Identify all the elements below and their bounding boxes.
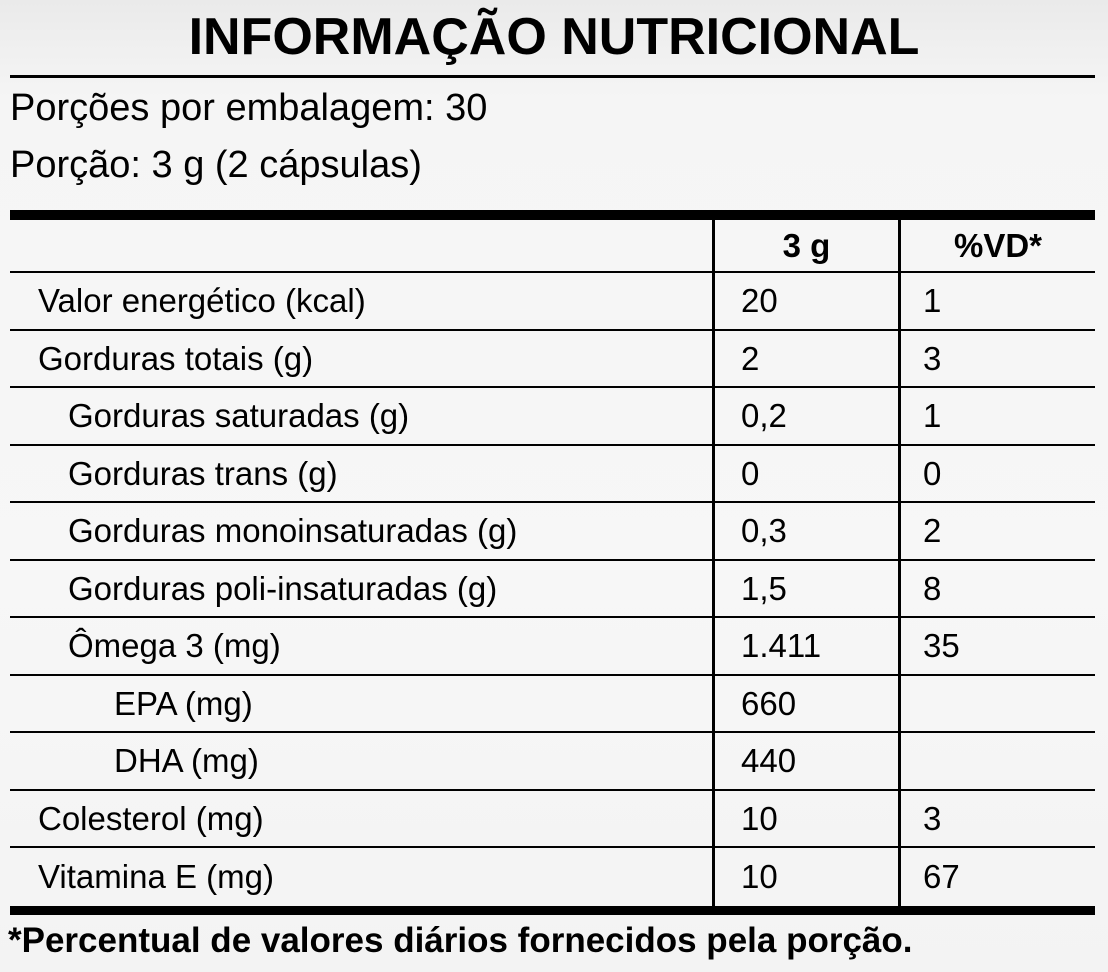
table-row: Vitamina E (mg) 10 67 [10,848,1095,906]
table-row: Ômega 3 (mg) 1.411 35 [10,618,1095,676]
table-body: Valor energético (kcal) 20 1 Gorduras to… [10,273,1095,906]
table-row: DHA (mg) 440 [10,733,1095,791]
table-row: EPA (mg) 660 [10,675,1095,733]
nutrient-amount: 2 [712,330,898,386]
table-header-row: 3 g %VD* [10,220,1095,273]
nutrient-name: DHA (mg) [114,742,259,780]
table-top-bar [10,210,1095,220]
nutrient-amount: 0 [712,445,898,501]
nutrient-daily-value: 35 [898,618,1095,674]
nutrient-daily-value: 1 [898,388,1095,444]
nutrient-name: Colesterol (mg) [38,799,264,837]
nutrient-daily-value: 67 [898,848,1095,906]
nutrient-amount: 1,5 [712,560,898,616]
nutrient-daily-value: 3 [898,790,1095,846]
nutrient-name: Valor energético (kcal) [38,282,366,320]
table-row: Gorduras totais (g) 2 3 [10,330,1095,388]
nutrient-amount: 1.411 [712,618,898,674]
nutrient-amount: 440 [712,733,898,789]
daily-value-footnote: *Percentual de valores diários fornecido… [8,921,913,960]
nutrient-amount: 10 [712,790,898,846]
table-row: Valor energético (kcal) 20 1 [10,273,1095,331]
header-daily-value: %VD* [898,220,1095,271]
nutrient-daily-value: 1 [898,273,1095,329]
nutrient-daily-value: 0 [898,445,1095,501]
nutrient-amount: 10 [712,848,898,906]
nutrient-daily-value [898,733,1095,789]
nutrient-amount: 20 [712,273,898,329]
table-row: Gorduras trans (g) 0 0 [10,445,1095,503]
nutrient-amount: 0,2 [712,388,898,444]
nutrient-name: Vitamina E (mg) [38,858,274,896]
nutrient-name: Gorduras poli-insaturadas (g) [68,569,498,607]
nutrient-name: EPA (mg) [114,684,253,722]
header-amount: 3 g [712,220,898,271]
nutrient-amount: 660 [712,675,898,731]
nutrient-name: Gorduras trans (g) [68,454,338,492]
nutrient-name: Gorduras totais (g) [38,339,314,377]
servings-per-package: Porções por embalagem: 30 [10,87,488,129]
nutrient-name: Ômega 3 (mg) [68,627,281,665]
serving-size: Porção: 3 g (2 cápsulas) [10,144,422,186]
nutrient-daily-value: 2 [898,503,1095,559]
header-nutrient [10,220,712,271]
table-row: Gorduras monoinsaturadas (g) 0,3 2 [10,503,1095,561]
title-divider [10,75,1095,78]
table-row: Colesterol (mg) 10 3 [10,790,1095,848]
nutrition-table: 3 g %VD* Valor energético (kcal) 20 1 Go… [10,210,1095,915]
table-row: Gorduras saturadas (g) 0,2 1 [10,388,1095,446]
nutrient-daily-value: 3 [898,330,1095,386]
nutrient-daily-value [898,675,1095,731]
nutrient-name: Gorduras monoinsaturadas (g) [68,512,518,550]
page-title: INFORMAÇÃO NUTRICIONAL [188,8,920,66]
table-bottom-bar [10,905,1095,915]
nutrient-amount: 0,3 [712,503,898,559]
nutrient-daily-value: 8 [898,560,1095,616]
nutrient-name: Gorduras saturadas (g) [68,397,410,435]
table-row: Gorduras poli-insaturadas (g) 1,5 8 [10,560,1095,618]
